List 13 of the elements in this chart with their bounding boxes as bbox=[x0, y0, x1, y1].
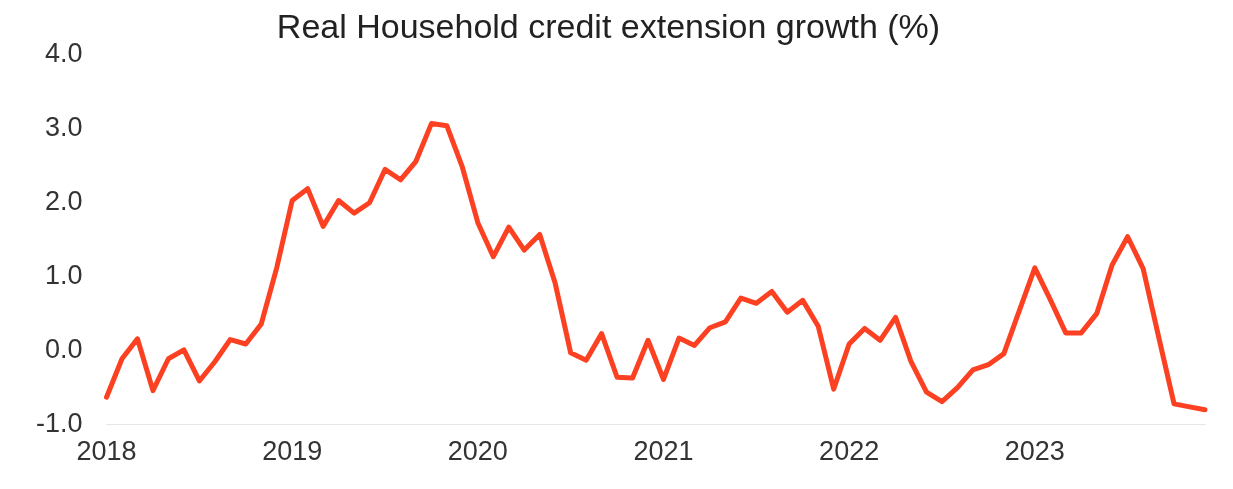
y-tick-label: 0.0 bbox=[44, 334, 83, 365]
y-tick-label: 2.0 bbox=[44, 186, 83, 217]
x-tick-label: 2021 bbox=[633, 436, 694, 467]
chart-title: Real Household credit extension growth (%) bbox=[276, 6, 941, 45]
x-tick-label: 2023 bbox=[1004, 436, 1065, 467]
y-tick-label: 1.0 bbox=[44, 260, 83, 291]
x-tick-label: 2022 bbox=[819, 436, 880, 467]
y-tick-label: -1.0 bbox=[35, 408, 83, 439]
x-tick-label: 2018 bbox=[76, 436, 137, 467]
y-tick-label: 3.0 bbox=[44, 112, 83, 143]
x-tick-label: 2019 bbox=[262, 436, 323, 467]
y-tick-label: 4.0 bbox=[44, 38, 83, 69]
x-tick-label: 2020 bbox=[447, 436, 508, 467]
